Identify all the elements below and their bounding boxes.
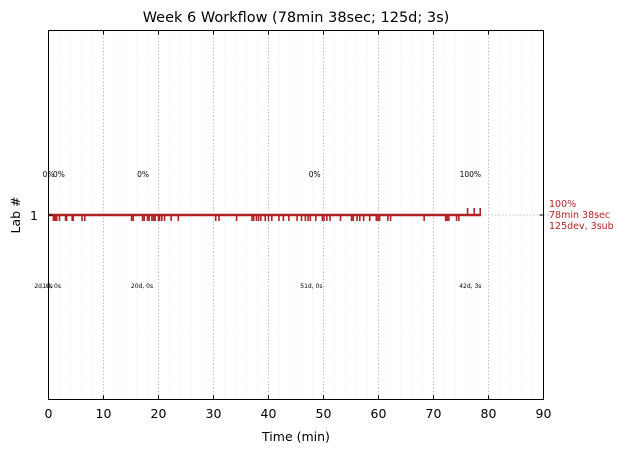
y-axis-label: Lab # xyxy=(8,196,23,233)
x-tick-label: 20 xyxy=(151,406,167,421)
dev-sub-count-label: 1d, 0s xyxy=(43,283,61,290)
progress-percent-label: 100% xyxy=(460,170,481,179)
dev-sub-count-label: 2d, 0s xyxy=(34,283,52,290)
lab-summary-line: 125dev, 3sub xyxy=(549,221,614,232)
x-tick-label: 70 xyxy=(426,406,442,421)
lab-summary-line: 78min 38sec xyxy=(549,210,610,221)
x-tick-label: 30 xyxy=(206,406,222,421)
x-tick-label: 90 xyxy=(536,406,552,421)
x-tick-label: 80 xyxy=(481,406,497,421)
dev-sub-count-label: 20d, 0s xyxy=(131,283,153,290)
dev-sub-count-label: 51d, 0s xyxy=(300,283,322,290)
x-tick-label: 60 xyxy=(371,406,387,421)
y-axis-ticks: 1 xyxy=(30,208,544,223)
x-tick-label: 0 xyxy=(45,406,53,421)
chart-title: Week 6 Workflow (78min 38sec; 125d; 3s) xyxy=(143,10,450,26)
x-tick-label: 50 xyxy=(316,406,332,421)
x-axis-label: Time (min) xyxy=(261,429,330,444)
x-axis-ticks: 0 10 20 30 40 50 60 70 80 90 xyxy=(45,30,552,421)
progress-percent-label: 0% xyxy=(137,170,149,179)
dev-sub-count-label: 42d, 3s xyxy=(459,283,481,290)
progress-percent-label: 0% xyxy=(53,170,65,179)
lab-summary-line: 100% xyxy=(549,199,576,210)
x-tick-label: 40 xyxy=(261,406,277,421)
y-tick-label: 1 xyxy=(30,208,38,223)
x-tick-label: 10 xyxy=(96,406,112,421)
progress-percent-label: 0% xyxy=(309,170,321,179)
